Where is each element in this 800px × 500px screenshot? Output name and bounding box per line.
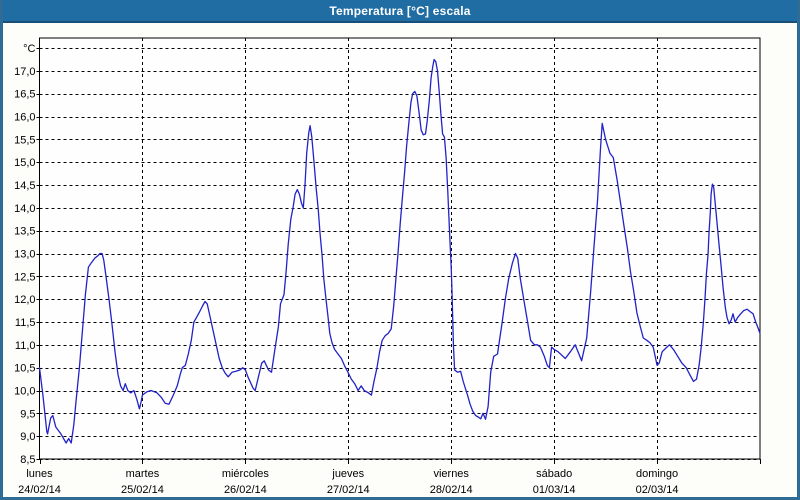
y-axis-unit-label: °C: [23, 43, 35, 55]
chart-title-bar: Temperatura [°C] escala: [3, 0, 797, 23]
y-tick-label: 15,0: [14, 157, 35, 169]
y-tick-label: 9,5: [20, 408, 35, 420]
x-day-date-label: 02/03/14: [636, 484, 679, 496]
x-day-date-label: 28/02/14: [430, 484, 473, 496]
y-tick-label: 11,5: [15, 317, 36, 329]
y-tick-label: 9,0: [20, 431, 35, 443]
y-tick-label: 17,0: [14, 66, 35, 78]
y-tick-label: 14,0: [14, 203, 35, 215]
x-day-name-label: viernes: [433, 468, 469, 480]
y-tick-label: 12,0: [14, 294, 35, 306]
y-tick-label: 10,0: [14, 386, 35, 398]
plot-background: [40, 38, 761, 459]
x-axis-labels: lunes 24/02/14 martes 25/02/14 miércoles 26/0…: [18, 468, 678, 496]
x-day-date-label: 26/02/14: [224, 484, 267, 496]
temperature-chart: °C 17,0 16,5 16,0 15,5 15,0 14,5 14,0 13,5 13,0 12…: [3, 23, 797, 497]
x-day-name-label: sábado: [536, 468, 572, 480]
x-day-name-label: lunes: [26, 468, 53, 480]
x-day-date-label: 27/02/14: [327, 484, 370, 496]
x-day-date-label: 24/02/14: [18, 484, 61, 496]
x-day-name-label: miércoles: [222, 468, 270, 480]
y-tick-label: 11,0: [15, 340, 36, 352]
app-window: Temperatura [°C] escala °C 17,0 16,5 16,0 15…: [0, 0, 800, 500]
x-day-name-label: jueves: [331, 468, 364, 480]
chart-area: °C 17,0 16,5 16,0 15,5 15,0 14,5 14,0 13,5 13,0 12…: [3, 23, 797, 497]
y-tick-label: 15,5: [14, 134, 35, 146]
y-tick-label: 12,5: [14, 271, 35, 283]
x-day-date-label: 01/03/14: [533, 484, 576, 496]
chart-title: Temperatura [°C] escala: [329, 4, 470, 18]
y-axis-labels: °C 17,0 16,5 16,0 15,5 15,0 14,5 14,0 13,5 13,0 12…: [14, 43, 35, 466]
y-tick-label: 8,5: [20, 454, 35, 466]
y-tick-label: 16,0: [14, 112, 35, 124]
y-tick-label: 14,5: [14, 180, 35, 192]
y-tick-label: 13,0: [14, 249, 35, 261]
x-day-name-label: martes: [126, 468, 160, 480]
y-tick-label: 10,5: [14, 363, 35, 375]
x-day-name-label: domingo: [636, 468, 678, 480]
y-tick-label: 13,5: [14, 226, 35, 238]
x-day-date-label: 25/02/14: [121, 484, 164, 496]
y-tick-label: 16,5: [14, 89, 35, 101]
